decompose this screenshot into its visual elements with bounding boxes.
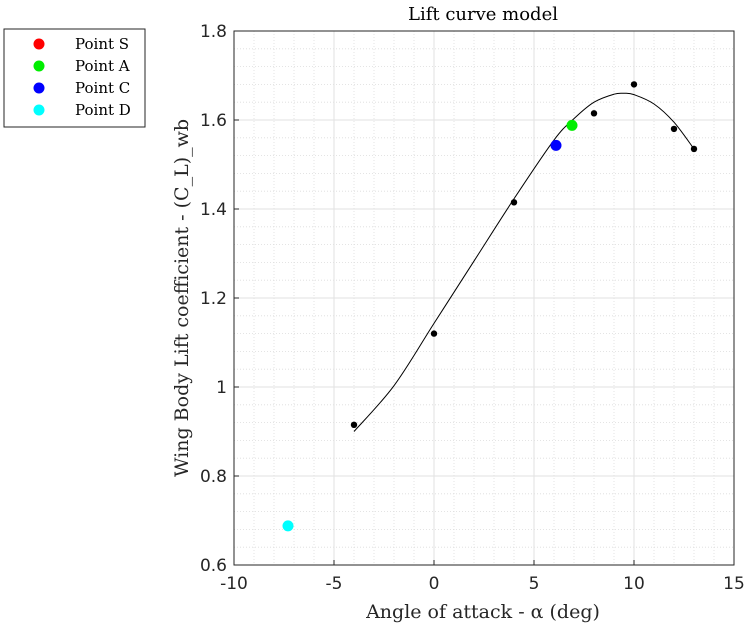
data-point [590, 110, 598, 117]
data-point [350, 421, 358, 429]
y-tick-label: 0.8 [200, 467, 227, 487]
model-curve-line [353, 92, 695, 432]
data-point [690, 145, 698, 153]
x-tick-label: 10 [623, 574, 645, 594]
legend-label: Point A [75, 57, 130, 75]
data-point [510, 199, 518, 206]
legend-label: Point D [75, 101, 131, 119]
x-tick-label: -5 [326, 574, 343, 594]
y-tick-label: 1.4 [200, 200, 227, 220]
data-point [430, 330, 438, 337]
data-points [350, 81, 698, 429]
y-axis-ticks: 0.6 0.8 1 1.2 1.4 1.6 1.8 [200, 22, 239, 576]
y-tick-label: 1 [216, 378, 227, 398]
y-tick-label: 0.6 [200, 556, 227, 576]
data-point [630, 81, 638, 88]
legend-marker [33, 38, 45, 50]
y-tick-label: 1.2 [200, 289, 227, 309]
legend-marker [33, 104, 45, 116]
series-point [566, 119, 578, 131]
y-tick-label: 1.6 [200, 111, 227, 131]
legend-box [3, 28, 146, 128]
legend-marker [33, 60, 45, 72]
legend: Point S Point A Point C Point D [3, 28, 146, 128]
y-axis-label: Wing Body Lift coefficient - (C_L)_wb [171, 119, 193, 477]
legend-items: Point S Point A Point C Point D [33, 35, 131, 119]
series-point [550, 139, 562, 151]
x-tick-label: 0 [429, 574, 440, 594]
legend-marker [33, 82, 45, 94]
x-tick-label: -10 [220, 574, 248, 594]
x-axis-ticks: -10 -5 0 5 10 15 [220, 560, 745, 594]
x-tick-label: 5 [529, 574, 540, 594]
series-points [282, 119, 578, 532]
legend-label: Point S [75, 35, 129, 53]
y-tick-label: 1.8 [200, 22, 227, 42]
series-point [282, 520, 294, 532]
data-point [670, 125, 678, 133]
x-tick-label: 15 [723, 574, 745, 594]
chart-title: Lift curve model [408, 4, 558, 25]
x-axis-label: Angle of attack - α (deg) [365, 601, 600, 623]
legend-label: Point C [75, 79, 130, 97]
